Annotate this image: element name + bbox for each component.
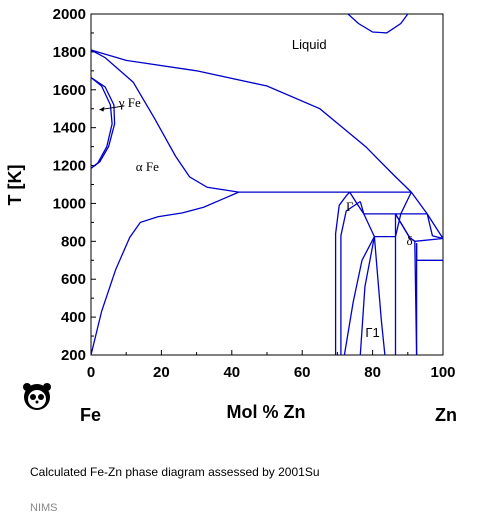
y-tick-label: 400 <box>61 309 86 326</box>
x-tick-label: 60 <box>294 364 311 381</box>
caption: Calculated Fe-Zn phase diagram assessed … <box>30 465 320 479</box>
y-tick-label: 800 <box>61 233 86 250</box>
y-tick-label: 1200 <box>53 158 86 175</box>
phase-boundary-line <box>90 76 116 169</box>
y-axis-title: T [K] <box>5 165 25 206</box>
left-component-label: Fe <box>80 405 101 425</box>
phase-boundary-line <box>394 213 416 242</box>
phase-boundary-line <box>394 191 412 237</box>
phase-boundary-line <box>90 191 240 356</box>
gamma-arrowhead <box>99 106 105 112</box>
phase-boundary-line <box>334 191 351 355</box>
y-tick-label: 1000 <box>53 195 86 212</box>
y-tick-label: 200 <box>61 347 86 364</box>
y-tick-label: 600 <box>61 271 86 288</box>
region-label: Γ1 <box>365 325 379 340</box>
panda-logo-icon <box>23 383 51 410</box>
x-tick-label: 80 <box>364 364 381 381</box>
phase-boundary-line <box>90 49 412 193</box>
phase-boundary-line <box>426 213 444 240</box>
phase-boundary-line <box>363 213 375 237</box>
phase-boundary-line <box>359 201 365 215</box>
phase-boundary-line <box>373 236 386 356</box>
phase-boundary-line <box>90 76 113 169</box>
y-tick-label: 2000 <box>53 6 86 23</box>
region-label: γ Fe <box>118 95 141 110</box>
region-label: Γ <box>346 199 354 214</box>
x-axis-title: Mol % Zn <box>227 402 306 422</box>
phase-boundary-line <box>343 236 375 356</box>
phase-boundary-line <box>414 237 444 242</box>
plot-area: 0 20 40 60 80 100 200 400 600 800 1000 1200 1400 1600… <box>53 6 456 381</box>
region-label: δ <box>406 233 412 248</box>
region-label: Liquid <box>292 37 327 52</box>
region-label: α Fe <box>136 159 159 174</box>
right-component-label: Zn <box>435 405 457 425</box>
phase-boundary-line <box>90 49 239 193</box>
phase-boundary-line <box>359 236 376 356</box>
x-tick-label: 0 <box>87 364 95 381</box>
phase-boundary-line <box>347 13 409 34</box>
y-tick-label: 1600 <box>53 82 86 99</box>
footer-label: NIMS <box>30 502 58 514</box>
y-tick-label: 1400 <box>53 120 86 137</box>
y-tick-label: 1800 <box>53 44 86 61</box>
phase-boundary-line <box>415 243 443 261</box>
plot-frame <box>90 13 444 356</box>
x-tick-label: 20 <box>153 364 170 381</box>
x-tick-label: 100 <box>430 364 455 381</box>
phase-boundary-line <box>340 200 361 355</box>
x-tick-label: 40 <box>223 364 240 381</box>
